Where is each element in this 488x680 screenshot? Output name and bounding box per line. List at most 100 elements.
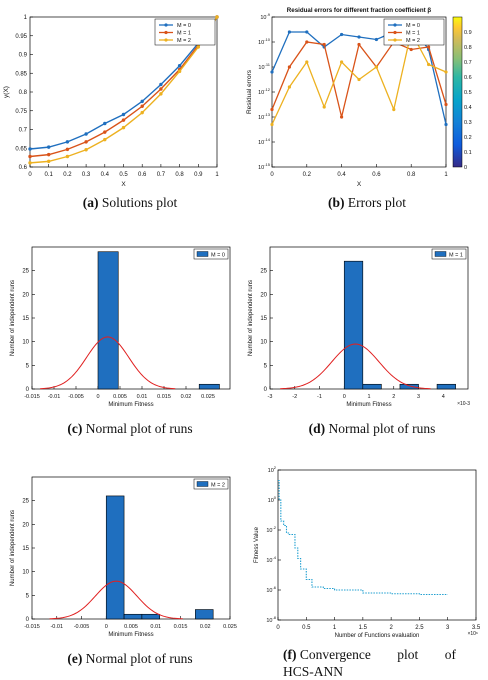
x-tick-label: 0.2	[63, 172, 72, 178]
legend-swatch	[196, 481, 209, 487]
x-tick-label: 2.5	[415, 625, 424, 631]
x-tick-label: 0.02	[200, 624, 211, 630]
legend-label: M = 2	[211, 482, 225, 488]
y-tick-label: 0.6	[19, 165, 28, 171]
caption-d: (d) Normal plot of runs	[308, 421, 436, 436]
y-tick-label: 25	[22, 269, 29, 275]
data-point	[140, 104, 144, 108]
convergence-line	[278, 479, 448, 596]
colorbar-tick-label: 0.7	[464, 60, 472, 66]
x-tick-label: 0	[270, 172, 274, 178]
x-tick-label: 1	[215, 172, 219, 178]
histogram-m0-chart: -0.015 -0.01 -0.005 0 0.005 0.01 0.015 0.02 0.02…	[10, 246, 231, 408]
y-tick-label: 10-10	[258, 37, 271, 46]
x-axis-label: X	[357, 181, 362, 188]
normal-fit-curve	[49, 580, 183, 620]
y-tick-label: 25	[260, 269, 267, 275]
legend-marker	[164, 23, 168, 27]
data-point	[340, 32, 344, 37]
x-tick-label: 0.5	[119, 172, 128, 178]
x-tick-label: 0	[96, 394, 99, 400]
legend-label: M = 2	[406, 38, 420, 44]
legend-label: M = 1	[177, 31, 191, 37]
x-tick-label: 0.4	[337, 172, 346, 178]
data-point	[427, 45, 431, 49]
y-tick-label: 5	[264, 363, 268, 369]
histogram-bar	[123, 613, 143, 620]
x-tick-label: 2	[392, 394, 395, 400]
y-tick-label: 100	[268, 495, 277, 504]
x-tick-label: 3.5	[472, 625, 481, 631]
x-tick-label: -0.01	[50, 624, 63, 630]
panel-normal-plot-m2: -0.015 -0.01 -0.005 0 0.005 0.01 0.015 0.02 0.02…	[0, 462, 244, 642]
y-axis-label: Number of independent runs	[10, 280, 16, 356]
y-tick-label: 0.85	[15, 71, 27, 77]
caption-b: (b) Errors plot	[328, 195, 406, 210]
x-tick-label: 0.025	[201, 394, 215, 400]
y-axis-label: Number of independent runs	[248, 280, 254, 356]
y-axis-label: Number of independent runs	[10, 510, 16, 586]
x-tick-label: 0.1	[45, 172, 54, 178]
x-tick-label: 0.6	[372, 172, 381, 178]
legend-swatch	[434, 251, 447, 257]
data-point	[47, 152, 51, 157]
colorbar-tick-label: 0.1	[464, 150, 472, 156]
plot-frame	[269, 246, 469, 390]
data-point	[140, 110, 144, 115]
panel-solutions-plot: 0 0.1 0.2 0.3 0.4 0.5 0.6 0.7 0.8 0.9 1 0.6 0.65 0.7 0…	[0, 0, 244, 190]
x-tick-label: 0	[105, 624, 108, 630]
data-point	[159, 92, 163, 96]
data-point	[84, 132, 88, 136]
x-tick-label: -0.005	[68, 394, 84, 400]
x-tick-label: 1.5	[359, 625, 368, 631]
data-point	[177, 64, 182, 68]
data-point	[65, 154, 70, 159]
x-scale-note: ×10-3	[457, 401, 470, 407]
colorbar	[452, 16, 463, 168]
x-tick-label: -0.015	[24, 624, 40, 630]
x-tick-label: -0.01	[48, 394, 61, 400]
histogram-bar	[343, 260, 364, 390]
y-tick-label: 10-4	[266, 555, 276, 564]
x-tick-label: 0.5	[302, 625, 311, 631]
solutions-chart: 0 0.1 0.2 0.3 0.4 0.5 0.6 0.7 0.8 0.9 1 0.6 0.65 0.7 0…	[3, 15, 219, 188]
y-tick-label: 15	[22, 546, 29, 552]
legend-box	[431, 248, 467, 260]
y-tick-label: 25	[22, 499, 29, 505]
y-tick-label: 10-14	[258, 137, 271, 146]
x-tick-label: 0.01	[150, 624, 161, 630]
legend-label: M = 1	[449, 252, 463, 258]
y-tick-label: 0.65	[15, 146, 27, 152]
x-scale-note: ×10⁶	[467, 631, 478, 637]
legend-label: M = 2	[177, 38, 191, 44]
plot-frame	[277, 469, 477, 621]
y-tick-label: 0	[264, 387, 268, 393]
x-tick-label: 0.02	[181, 394, 192, 400]
x-axis-label: Minimum Fitness	[108, 632, 153, 638]
x-axis-label: X	[121, 181, 126, 188]
y-tick-label: 102	[268, 465, 277, 474]
data-point	[287, 85, 291, 89]
data-point	[357, 77, 361, 82]
x-tick-label: -0.005	[74, 624, 90, 630]
histogram-bar	[141, 613, 161, 620]
y-tick-label: 10-8	[266, 615, 276, 624]
data-point	[340, 60, 344, 64]
x-tick-label: 0.9	[194, 172, 203, 178]
data-point	[84, 140, 88, 144]
data-point	[140, 99, 144, 104]
data-point	[287, 30, 291, 34]
x-tick-label: 0.015	[157, 394, 171, 400]
panel-normal-plot-m1: -3 -2 -1 0 1 2 3 4 0 5 10 15 20 25 Minimum Fitness Numb…	[244, 232, 488, 412]
x-tick-label: 0.01	[137, 394, 148, 400]
x-tick-label: 0.015	[174, 624, 188, 630]
x-tick-label: 1	[333, 625, 337, 631]
x-tick-label: 0.8	[175, 172, 184, 178]
x-tick-label: 0.3	[82, 172, 91, 178]
data-point	[305, 60, 309, 64]
data-point	[121, 112, 126, 117]
caption-f: (f) Convergence plot of HCS-ANN	[283, 647, 456, 679]
data-point	[270, 122, 274, 127]
y-tick-label: 5	[26, 363, 30, 369]
colorbar-tick-label: 0.4	[464, 105, 472, 111]
